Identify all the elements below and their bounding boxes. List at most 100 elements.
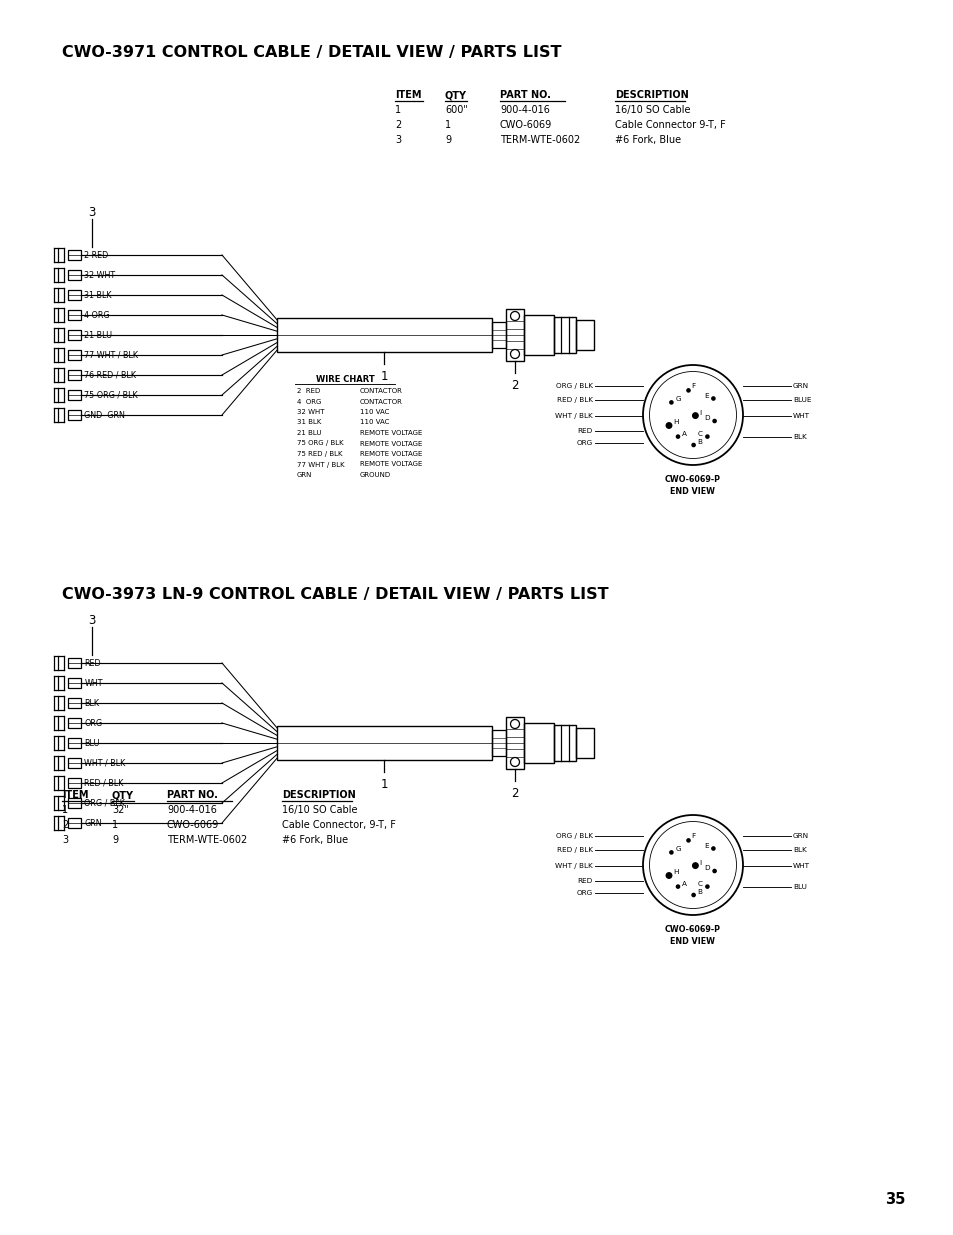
Text: WHT / BLK: WHT / BLK	[555, 863, 593, 869]
Text: CONTACTOR: CONTACTOR	[359, 388, 402, 394]
Text: TERM-WTE-0602: TERM-WTE-0602	[167, 835, 247, 845]
Text: GRN: GRN	[296, 472, 312, 478]
Circle shape	[665, 873, 671, 878]
Text: 1: 1	[62, 805, 68, 815]
Text: 16/10 SO Cable: 16/10 SO Cable	[282, 805, 357, 815]
Text: PART NO.: PART NO.	[499, 90, 550, 100]
Circle shape	[669, 401, 672, 404]
Text: RED / BLK: RED / BLK	[557, 847, 593, 853]
Text: REMOTE VOLTAGE: REMOTE VOLTAGE	[359, 451, 422, 457]
Bar	[68, 350, 80, 359]
Text: CWO-6069: CWO-6069	[499, 120, 552, 130]
Text: 9: 9	[444, 135, 451, 144]
Circle shape	[712, 420, 716, 422]
Text: 77 WHT / BLK: 77 WHT / BLK	[85, 351, 138, 359]
Circle shape	[665, 422, 671, 429]
Text: WHT: WHT	[792, 863, 809, 869]
Text: 900-4-016: 900-4-016	[499, 105, 549, 115]
Text: B: B	[697, 889, 701, 895]
Text: 3: 3	[395, 135, 400, 144]
Text: ORG: ORG	[577, 890, 593, 897]
Text: A: A	[681, 881, 686, 887]
Text: C: C	[697, 431, 701, 437]
Text: RED / BLK: RED / BLK	[85, 778, 124, 788]
Text: TERM-WTE-0602: TERM-WTE-0602	[499, 135, 579, 144]
Text: 3: 3	[89, 206, 95, 219]
Circle shape	[692, 412, 698, 419]
Text: 4  ORG: 4 ORG	[296, 399, 321, 405]
Text: I: I	[699, 410, 700, 416]
Text: 1: 1	[380, 778, 388, 790]
Text: 3: 3	[89, 614, 95, 627]
Text: GND  GRN: GND GRN	[85, 410, 125, 420]
Text: 32 WHT: 32 WHT	[85, 270, 115, 279]
Text: #6 Fork, Blue: #6 Fork, Blue	[282, 835, 348, 845]
Text: 2: 2	[511, 787, 518, 800]
Text: BLU: BLU	[792, 884, 806, 890]
Bar	[68, 410, 80, 420]
Text: ORG: ORG	[85, 719, 103, 727]
Text: WHT: WHT	[792, 412, 809, 419]
Text: ORG / BLK: ORG / BLK	[85, 799, 125, 808]
Text: I: I	[699, 860, 700, 866]
Text: CONTACTOR: CONTACTOR	[359, 399, 402, 405]
Bar	[576, 727, 594, 758]
Text: ITEM: ITEM	[62, 790, 89, 800]
Text: 900-4-016: 900-4-016	[167, 805, 216, 815]
Text: GRN: GRN	[792, 383, 808, 389]
Bar	[68, 270, 80, 280]
Text: CWO-6069-P: CWO-6069-P	[664, 475, 720, 484]
Text: 16/10 SO Cable: 16/10 SO Cable	[615, 105, 690, 115]
Text: 21 BLU: 21 BLU	[296, 430, 321, 436]
Text: C: C	[697, 881, 701, 887]
Text: 31 BLK: 31 BLK	[85, 290, 112, 300]
Text: BLK: BLK	[85, 699, 99, 708]
Circle shape	[711, 847, 714, 850]
Text: CWO-3973 LN-9 CONTROL CABLE / DETAIL VIEW / PARTS LIST: CWO-3973 LN-9 CONTROL CABLE / DETAIL VIE…	[62, 587, 608, 601]
Text: 21 BLU: 21 BLU	[85, 331, 112, 340]
Text: QTY: QTY	[112, 790, 133, 800]
Text: WHT / BLK: WHT / BLK	[85, 758, 126, 767]
Text: E: E	[703, 393, 708, 399]
Bar	[68, 310, 80, 320]
Text: WIRE CHART: WIRE CHART	[315, 375, 374, 384]
Text: ORG / BLK: ORG / BLK	[556, 383, 593, 389]
Text: F: F	[691, 834, 695, 840]
Text: DESCRIPTION: DESCRIPTION	[615, 90, 688, 100]
Text: A: A	[681, 431, 686, 437]
Text: WHT / BLK: WHT / BLK	[555, 412, 593, 419]
Text: Cable Connector 9-T, F: Cable Connector 9-T, F	[615, 120, 725, 130]
Text: ORG: ORG	[577, 440, 593, 446]
Text: 2: 2	[395, 120, 401, 130]
Bar	[276, 726, 492, 760]
Text: 1: 1	[444, 120, 451, 130]
Text: 31 BLK: 31 BLK	[296, 420, 321, 426]
Bar	[68, 698, 80, 708]
Text: BLK: BLK	[792, 847, 806, 853]
Bar	[492, 322, 505, 348]
Text: 4 ORG: 4 ORG	[85, 310, 110, 320]
Text: 110 VAC: 110 VAC	[359, 409, 389, 415]
Text: ITEM: ITEM	[395, 90, 421, 100]
Circle shape	[676, 885, 679, 888]
Text: GRN: GRN	[792, 832, 808, 839]
Text: 32 WHT: 32 WHT	[296, 409, 324, 415]
Text: DESCRIPTION: DESCRIPTION	[282, 790, 355, 800]
Bar	[523, 722, 554, 763]
Circle shape	[691, 893, 695, 897]
Circle shape	[691, 443, 695, 447]
Bar	[68, 658, 80, 668]
Bar	[68, 758, 80, 768]
Bar	[68, 739, 80, 748]
Text: BLUE: BLUE	[792, 396, 811, 403]
Text: E: E	[703, 842, 708, 848]
Bar	[68, 290, 80, 300]
Text: 1: 1	[380, 370, 388, 383]
Text: BLK: BLK	[792, 433, 806, 440]
Text: G: G	[675, 846, 680, 852]
Circle shape	[705, 885, 708, 888]
Text: B: B	[697, 438, 701, 445]
Text: 1: 1	[395, 105, 400, 115]
Text: D: D	[703, 864, 709, 871]
Bar	[505, 718, 523, 769]
